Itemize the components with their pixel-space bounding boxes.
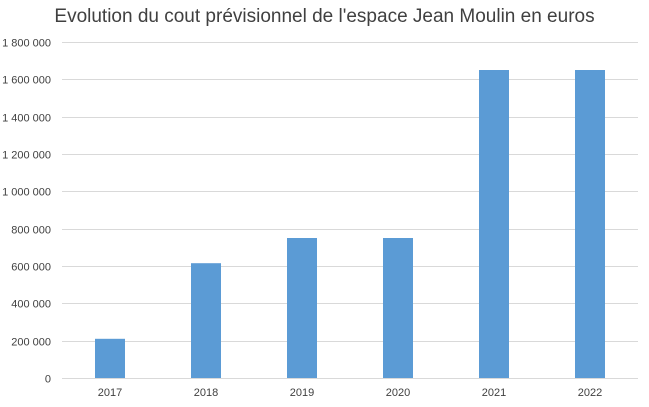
gridlines xyxy=(62,42,638,379)
bars xyxy=(95,70,605,378)
bar-2020 xyxy=(383,238,413,378)
y-tick-label: 400 000 xyxy=(11,299,51,311)
chart-title: Evolution du cout prévisionnel de l'espa… xyxy=(54,6,595,27)
y-tick-label: 1 800 000 xyxy=(2,38,51,50)
bar-2022 xyxy=(575,70,605,378)
x-tick-label: 2019 xyxy=(290,387,314,399)
bar-2018 xyxy=(191,263,221,378)
y-axis-tick-labels: 0 200 000 400 000 600 000 800 000 1 000 000 1 … xyxy=(2,38,51,386)
x-tick-label: 2022 xyxy=(578,387,602,399)
y-tick-label: 1 400 000 xyxy=(2,113,51,125)
x-tick-label: 2018 xyxy=(194,387,218,399)
y-tick-label: 0 xyxy=(45,374,51,386)
x-tick-label: 2017 xyxy=(98,387,122,399)
y-tick-label: 1 000 000 xyxy=(2,187,51,199)
bar-2021 xyxy=(479,70,509,378)
x-tick-label: 2021 xyxy=(482,387,506,399)
x-tick-label: 2020 xyxy=(386,387,410,399)
y-tick-label: 800 000 xyxy=(11,225,51,237)
y-tick-label: 600 000 xyxy=(11,262,51,274)
y-tick-label: 200 000 xyxy=(11,337,51,349)
bar-2017 xyxy=(95,338,125,378)
y-tick-label: 1 200 000 xyxy=(2,150,51,162)
y-tick-label: 1 600 000 xyxy=(2,75,51,87)
bar-2019 xyxy=(287,238,317,378)
x-axis-tick-labels: 2017 2018 2019 2020 2021 2022 xyxy=(98,387,602,399)
